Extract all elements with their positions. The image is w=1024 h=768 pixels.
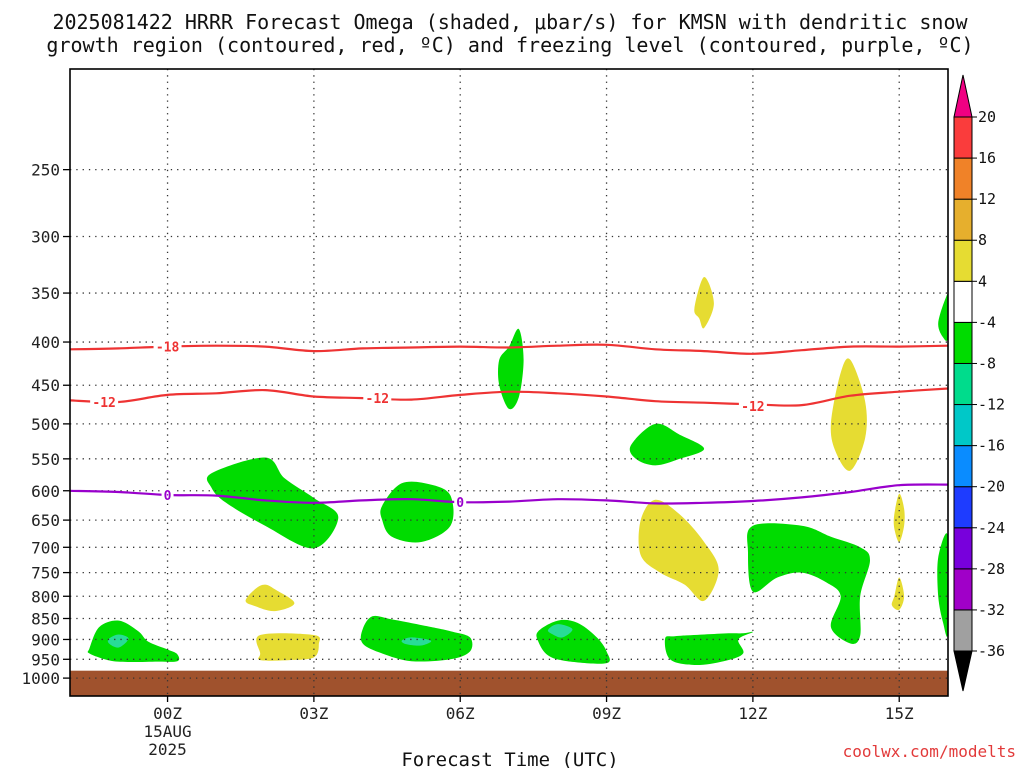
contour-label-bg [153,339,182,354]
colorbar-label: -16 [978,437,1005,455]
colorbar-label: -12 [978,396,1005,414]
colorbar-label: 8 [978,231,987,249]
contour-label: 0 [456,496,464,511]
x-axis-label: Forecast Time (UTC) [401,749,618,768]
omega-region-4 [256,633,320,661]
colorbar-arrow-top [953,74,973,118]
x-tick-label: 06Z [446,704,475,723]
y-tick-label: 800 [31,587,60,606]
x-tick-label: 03Z [299,704,328,723]
y-tick-label: 450 [31,376,60,395]
y-tick-label: 500 [31,415,60,434]
omega-region-19 [891,577,905,611]
colorbar-swatch [953,198,973,241]
colorbar-swatch [953,527,973,570]
omega-region-14 [638,499,719,602]
colorbar-label: -28 [978,560,1005,578]
y-tick-label: 950 [31,650,60,669]
colorbar-swatch [953,239,973,282]
x-tick-label: 12Z [738,704,767,723]
y-tick-label: 650 [31,511,60,530]
contour-label: -18 [156,341,180,356]
surface-fill [70,670,948,696]
colorbar-label: -32 [978,601,1005,619]
contour-label-bg [738,398,767,413]
colorbar-label: -24 [978,519,1005,537]
omega-region-18 [893,493,905,543]
omega-region-16 [830,358,867,471]
y-tick-label: 600 [31,482,60,501]
chart-title-line1: 2025081422 HRRR Forecast Omega (shaded, … [52,10,968,34]
omega-region-11 [547,624,573,638]
contour-label-bg [363,391,392,406]
contour-label-bg [90,394,119,409]
omega-region-21 [937,533,948,637]
colorbar-label: 20 [978,108,996,126]
colorbar-swatch [953,362,973,406]
contour-label-bg [161,488,174,503]
colorbar-swatch [953,157,973,200]
omega-region-15 [664,631,753,666]
chart-title-line2: growth region (contoured, red, ºC) and f… [46,33,973,57]
contour-line--18 [70,343,948,355]
x-tick-date: 15AUG [143,722,191,741]
colorbar-swatch [953,404,973,447]
omega-region-1 [87,620,180,663]
y-tick-label: 300 [31,228,60,247]
y-tick-label: 700 [31,538,60,557]
colorbar-label: -36 [978,642,1005,660]
contour-label-bg [454,495,467,510]
colorbar-swatch [953,280,973,323]
omega-region-6 [380,481,454,543]
y-tick-label: 250 [31,161,60,180]
y-tick-label: 400 [31,333,60,352]
plot-frame [69,68,949,697]
contour-label: -12 [366,392,389,407]
omega-region-20 [938,294,948,341]
contour-label: -12 [741,400,764,415]
y-tick-label: 1000 [21,669,60,688]
colorbar-swatch [953,116,973,159]
colorbar-label: -8 [978,354,996,372]
contour-label: -12 [92,396,115,411]
colorbar-swatch [953,445,973,488]
colorbar-swatch [953,609,973,652]
y-tick-label: 850 [31,609,60,628]
colorbar-label: 4 [978,272,987,290]
x-tick-label: 15Z [885,704,914,723]
colorbar-label: 12 [978,190,996,208]
colorbar-label: -4 [978,313,996,331]
omega-region-3 [245,584,295,612]
y-tick-label: 900 [31,630,60,649]
y-tick-label: 750 [31,564,60,583]
omega-region-17 [747,523,870,644]
y-tick-label: 550 [31,450,60,469]
colorbar: -36 -32 -28 -24 -20 -16 -12 -8 -4 4 8 12 16 20 [953,74,1005,692]
credit-text: coolwx.com/modelts [843,742,1016,761]
colorbar-swatch [953,321,973,364]
contour-line-0 [70,483,948,505]
x-tick-year: 2025 [148,740,187,759]
contour-label: 0 [164,489,172,504]
omega-region-9 [498,328,524,410]
omega-region-2 [107,634,129,648]
y-tick-label: 350 [31,284,60,303]
colorbar-label: 16 [978,149,996,167]
colorbar-label: -20 [978,478,1005,496]
omega-region-5 [206,457,339,549]
omega-region-12 [694,276,714,329]
x-tick-label: 00Z [153,704,182,723]
colorbar-arrow-bottom [953,650,973,692]
omega-region-13 [629,423,705,466]
colorbar-swatch [953,486,973,529]
contour-line--12 [70,387,948,407]
x-tick-label: 09Z [592,704,621,723]
colorbar-swatch [953,568,973,611]
